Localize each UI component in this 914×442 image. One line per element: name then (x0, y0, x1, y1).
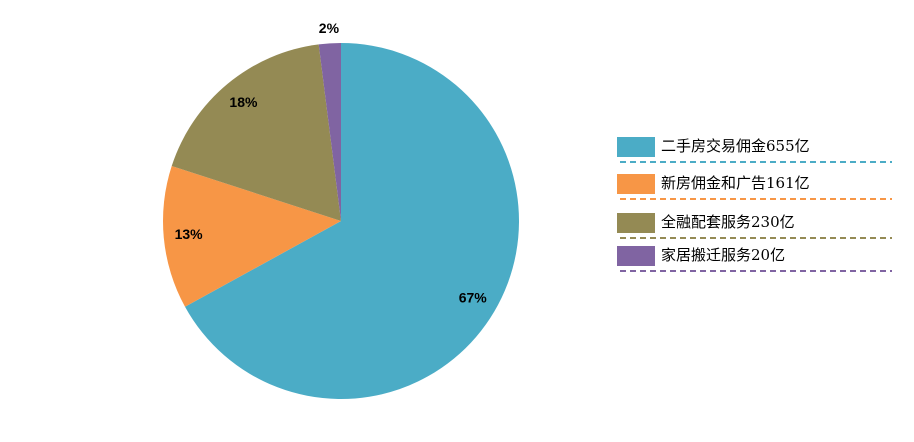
legend-swatch (617, 213, 655, 233)
value-label: 18% (229, 94, 258, 110)
legend-swatch (617, 174, 655, 194)
legend-label: 二手房交易佣金655亿 (661, 137, 810, 155)
value-label: 67% (459, 290, 488, 306)
pie-slice (318, 43, 341, 221)
legend-label: 新房佣金和广告161亿 (661, 174, 810, 192)
value-label: 13% (175, 226, 204, 242)
legend-label: 全融配套服务230亿 (661, 213, 795, 231)
legend-swatch (617, 246, 655, 266)
pie-slice (171, 44, 341, 222)
pie-slice (163, 165, 341, 307)
value-label: 2% (319, 20, 340, 36)
legend-label: 家居搬迁服务20亿 (661, 246, 785, 264)
pie-slice (185, 43, 520, 400)
legend-swatch (617, 137, 655, 157)
